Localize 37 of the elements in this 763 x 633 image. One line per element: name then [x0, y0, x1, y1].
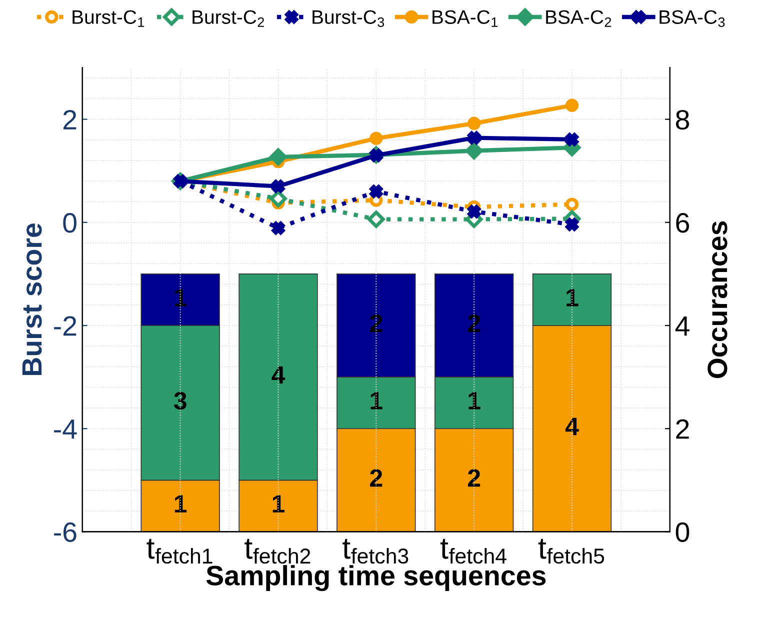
- data-label: 1: [468, 392, 480, 410]
- legend-label: BSA-C$_{3}$: [660, 10, 725, 27]
- y-tick-label: 0: [63, 213, 76, 233]
- y2-tick-label: 4: [675, 316, 690, 336]
- y-tick-label: 2: [63, 110, 76, 130]
- legend-label: Burst-C$_{1}$: [72, 10, 144, 27]
- data-label: 3: [174, 392, 186, 410]
- data-label: 2: [468, 314, 480, 332]
- x-tick-label: t$_{fetch5}$: [538, 538, 604, 564]
- x-axis-title: Sampling time sequences: [206, 565, 546, 592]
- y2-axis-title: Occurances: [708, 221, 728, 378]
- data-label: 1: [566, 288, 578, 306]
- data-label: 1: [272, 495, 284, 512]
- legend-label: Burst-C$_{3}$: [312, 10, 384, 27]
- legend-label: Burst-C$_{2}$: [192, 10, 264, 27]
- x-tick-label: t$_{fetch2}$: [244, 538, 310, 564]
- data-label: 2: [370, 314, 382, 332]
- data-label: 2: [468, 469, 480, 487]
- y-axis-title: Burst score: [22, 223, 42, 376]
- data-label: 2: [370, 469, 382, 487]
- legend-label: BSA-C$_{1}$: [432, 10, 498, 27]
- y2-tick-label: 2: [676, 419, 689, 439]
- y2-tick-label: 0: [676, 522, 690, 542]
- x-tick-label: t$_{fetch4}$: [440, 538, 506, 564]
- y2-tick-label: 8: [676, 110, 690, 130]
- data-label: 4: [565, 418, 579, 436]
- legend-label: BSA-C$_{2}$: [546, 10, 612, 27]
- y-tick-label: -4: [54, 420, 77, 439]
- y-tick-label: -6: [54, 522, 76, 542]
- y-tick-label: -2: [54, 316, 76, 336]
- data-label: 4: [272, 366, 286, 384]
- x-tick-label: t$_{fetch3}$: [342, 538, 408, 564]
- data-label: 1: [174, 495, 187, 512]
- x-tick-label: t$_{fetch1}$: [146, 538, 212, 564]
- data-label: 1: [174, 288, 187, 306]
- y2-tick-label: 6: [676, 213, 690, 233]
- data-label: 1: [370, 392, 382, 410]
